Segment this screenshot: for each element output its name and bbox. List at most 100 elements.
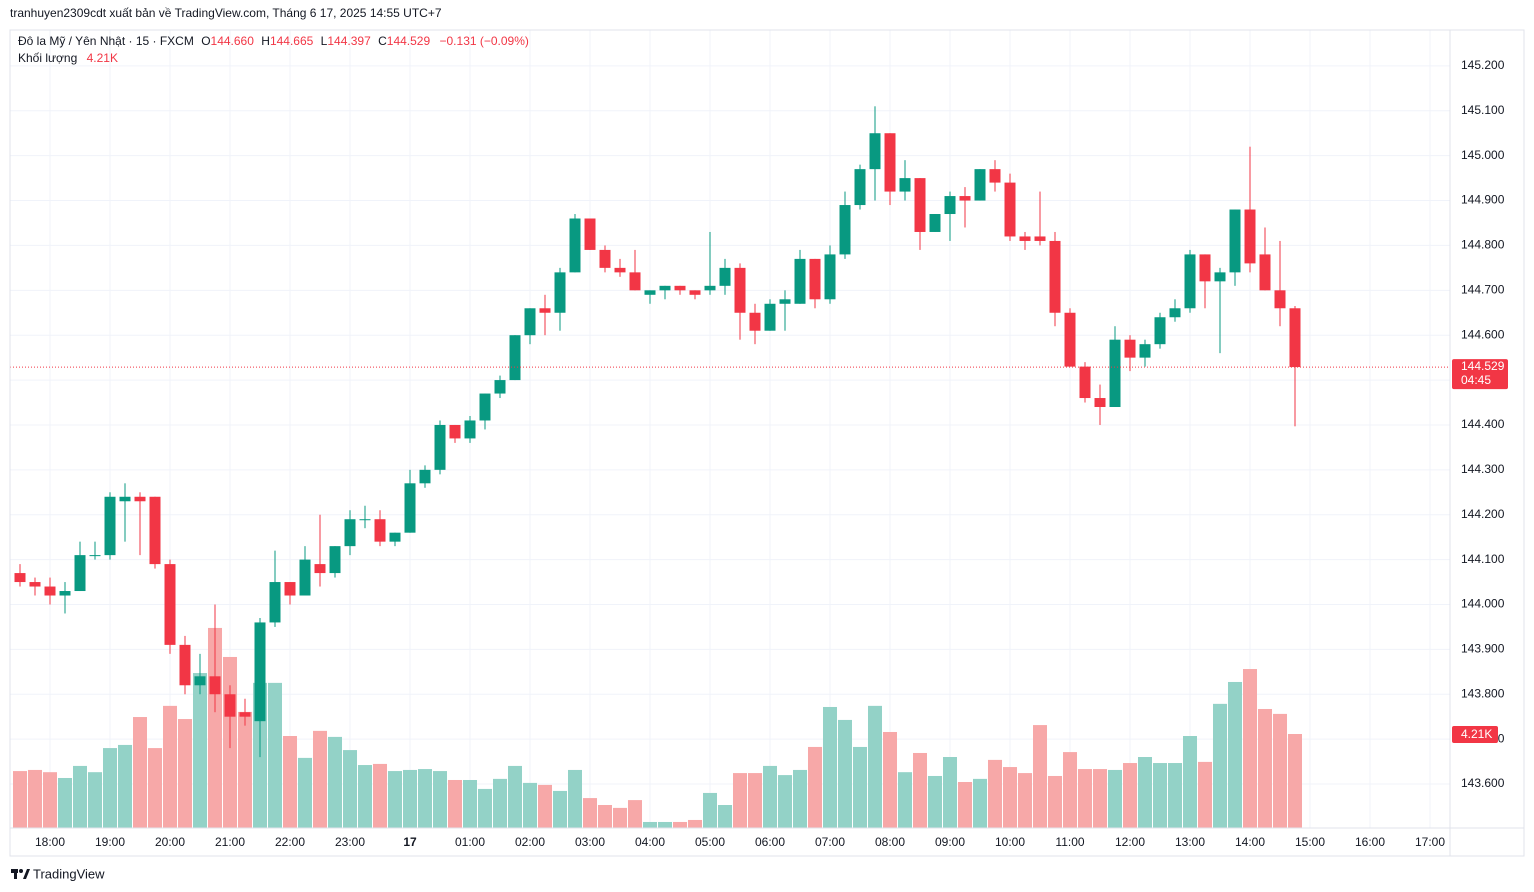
x-tick-label: 20:00 xyxy=(155,835,185,849)
candle-body xyxy=(599,249,611,268)
candle-body xyxy=(44,586,56,596)
candle-body xyxy=(704,285,716,291)
volume-bar xyxy=(778,775,793,828)
volume-bar xyxy=(973,778,988,828)
ohlc-key: L xyxy=(321,34,328,48)
y-tick-label: 144.900 xyxy=(1461,193,1505,207)
candle-body xyxy=(824,254,836,300)
volume-bar xyxy=(568,769,583,828)
volume-bar xyxy=(763,765,778,828)
ohlc-value: 144.660 xyxy=(211,34,255,48)
volume-bar xyxy=(1033,725,1048,828)
volume-bar xyxy=(1093,769,1108,828)
x-tick-label: 12:00 xyxy=(1115,835,1145,849)
y-tick-label: 143.600 xyxy=(1461,776,1505,790)
volume-bar xyxy=(1063,752,1078,828)
candle-body xyxy=(374,519,386,542)
candle-body xyxy=(929,214,941,232)
candle-body xyxy=(644,290,656,295)
candle-body xyxy=(884,133,896,192)
volume-bar xyxy=(523,782,538,828)
volume-bar xyxy=(508,765,523,828)
candle-body xyxy=(1184,254,1196,309)
candle-body xyxy=(239,712,251,717)
volume-bar xyxy=(703,792,718,828)
candle-body xyxy=(1259,254,1271,291)
candle-body xyxy=(659,285,671,291)
candle-body xyxy=(134,496,146,502)
candle-body xyxy=(1019,236,1031,241)
volume-bar xyxy=(238,711,253,828)
volume-bar xyxy=(1273,713,1288,828)
candle-body xyxy=(269,582,281,623)
symbol: Đô la Mỹ / Yên Nhật · 15 · FXCM xyxy=(18,34,194,48)
candle-body xyxy=(1004,182,1016,237)
y-tick-label: 143.800 xyxy=(1461,686,1505,700)
candle-body xyxy=(104,496,116,556)
y-tick-label: 143.900 xyxy=(1461,642,1505,656)
candle-body xyxy=(944,196,956,215)
volume-bar xyxy=(313,730,328,828)
y-tick-label: 144.000 xyxy=(1461,597,1505,611)
volume-bar xyxy=(418,769,433,828)
volume-bar xyxy=(373,763,388,828)
candle-body xyxy=(509,335,521,381)
volume-bar xyxy=(553,790,568,828)
logo-part xyxy=(23,869,30,879)
x-tick-label: 22:00 xyxy=(275,835,305,849)
candle-body xyxy=(524,308,536,336)
x-tick-label: 04:00 xyxy=(635,835,665,849)
volume-bar xyxy=(1048,775,1063,828)
candle-body xyxy=(434,424,446,470)
candle-body xyxy=(254,622,266,722)
candle-body xyxy=(389,532,401,542)
volume-bar xyxy=(298,757,313,828)
x-tick-label: 10:00 xyxy=(995,835,1025,849)
volume-bar xyxy=(1228,681,1243,828)
volume-bar xyxy=(268,682,283,828)
volume-bar xyxy=(1183,736,1198,828)
x-tick-label: 17 xyxy=(403,835,417,849)
change: −0.131 (−0.09%) xyxy=(440,34,529,48)
volume-bar xyxy=(103,748,118,828)
y-tick-label: 144.600 xyxy=(1461,327,1505,341)
volume-bar xyxy=(433,771,448,828)
x-tick-label: 14:00 xyxy=(1235,835,1265,849)
y-tick-label: 145.100 xyxy=(1461,103,1505,117)
candle-body xyxy=(119,496,131,502)
volume-bar xyxy=(1153,763,1168,828)
volume-bar xyxy=(913,752,928,828)
volume-bar xyxy=(478,788,493,828)
countdown: 04:45 xyxy=(1461,373,1491,387)
candle-body xyxy=(1109,339,1121,408)
volume-bar xyxy=(463,779,478,828)
x-tick-label: 17:00 xyxy=(1415,835,1445,849)
candle-body xyxy=(14,573,26,583)
brand: TradingView xyxy=(33,866,105,881)
y-tick-label: 144.300 xyxy=(1461,462,1505,476)
candle-body xyxy=(779,299,791,304)
candle-body xyxy=(224,694,236,717)
y-tick-label: 145.000 xyxy=(1461,148,1505,162)
volume-bar xyxy=(388,771,403,828)
ohlc-key: C xyxy=(378,34,387,48)
candle-body xyxy=(689,290,701,295)
volume-tag-label: 4.21K xyxy=(1461,727,1492,741)
candle-body xyxy=(1139,344,1151,358)
candle-body xyxy=(494,380,506,394)
volume-bar xyxy=(343,750,358,828)
volume-bar xyxy=(868,705,883,828)
volume-bar xyxy=(628,800,643,828)
volume-bar xyxy=(943,756,958,828)
candle-body xyxy=(1064,312,1076,367)
volume-bar xyxy=(193,673,208,828)
volume-bar xyxy=(793,769,808,828)
candle-body xyxy=(1124,339,1136,358)
volume-bar xyxy=(838,719,853,828)
x-tick-label: 11:00 xyxy=(1055,835,1084,849)
x-tick-label: 23:00 xyxy=(335,835,365,849)
candle-body xyxy=(1079,366,1091,399)
candle-body xyxy=(449,424,461,439)
candle-body xyxy=(674,285,686,291)
volume-bar xyxy=(163,705,178,828)
